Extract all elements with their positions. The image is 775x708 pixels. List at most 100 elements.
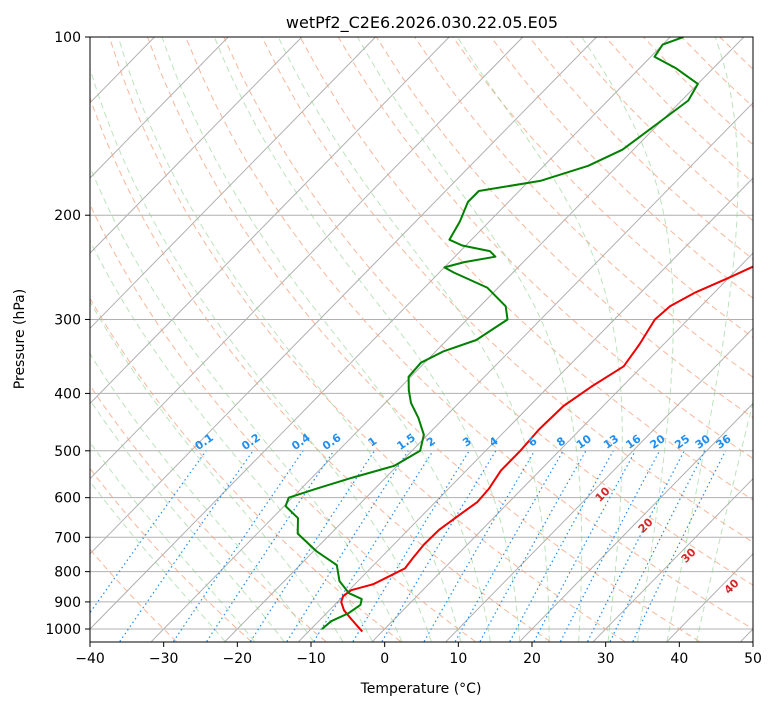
y-tick-label: 900 <box>54 595 81 611</box>
mixing-ratio-label: 3 <box>460 434 474 449</box>
mixing-ratio-label: 1 <box>366 434 380 449</box>
mixing-ratio-line <box>90 450 207 614</box>
moist-adiabat-label: 10 <box>593 484 613 504</box>
moist-adiabat-line <box>90 480 226 642</box>
dry-adiabat-line <box>108 37 625 642</box>
isotherm-line <box>90 37 229 179</box>
dry-adiabat-line <box>337 37 753 460</box>
moist-adiabat-line <box>90 239 373 642</box>
isotherm-line <box>90 37 597 555</box>
isotherm-line <box>224 102 753 642</box>
mixing-ratio-label: 16 <box>623 432 643 452</box>
isotherm-line <box>90 37 303 254</box>
mixing-ratio-line <box>609 450 706 642</box>
y-tick-label: 800 <box>54 565 81 581</box>
isotherm-line <box>445 327 753 642</box>
y-axis-label: Pressure (hPa) <box>12 289 28 389</box>
moist-adiabat-line <box>277 37 550 642</box>
mixing-ratio-label: 25 <box>672 432 692 451</box>
dewpoint-profile <box>284 37 699 630</box>
x-tick-label: 30 <box>597 651 615 667</box>
plot-frame <box>89 36 754 643</box>
isotherm-line <box>372 252 753 642</box>
dry-adiabat-line <box>643 37 753 146</box>
moist-adiabat-label: 20 <box>636 515 656 535</box>
y-tick-label: 200 <box>54 208 81 224</box>
dry-adiabat-line <box>90 96 551 642</box>
mixing-ratio-line <box>509 450 614 642</box>
y-tick-label: 400 <box>54 386 81 402</box>
mixing-ratio-label: 10 <box>574 432 594 452</box>
mixing-ratio-label: 0.1 <box>192 431 215 453</box>
dry-adiabat-line <box>414 37 753 378</box>
mixing-ratio-line <box>249 450 375 642</box>
moist-adiabat-line <box>456 37 623 642</box>
moist-adiabat-line <box>696 400 753 642</box>
moist-adiabat-line <box>666 37 739 642</box>
dry-adiabat-line <box>490 37 753 299</box>
x-tick-label: 20 <box>523 651 541 667</box>
isotherm-line <box>519 402 753 642</box>
x-tick-label: 10 <box>449 651 467 667</box>
dry-adiabat-line <box>566 37 753 222</box>
x-tick-label: 0 <box>380 651 389 667</box>
x-axis-label: Temperature (°C) <box>360 681 482 697</box>
mixing-ratio-label: 0.4 <box>289 431 313 453</box>
moist-adiabat-line <box>90 441 255 642</box>
dry-adiabat-line <box>452 37 753 339</box>
x-tick-label: −20 <box>223 651 253 667</box>
axes: −40 −30 −20 −10 0 10 20 30 40 50 1000 900 800 700 600 5… <box>45 30 762 667</box>
mixing-ratio-line <box>286 450 409 642</box>
mixing-ratio-line <box>206 450 335 642</box>
mixing-ratio-line <box>454 450 564 642</box>
moist-adiabat-line <box>581 37 674 642</box>
moist-adiabat-line <box>90 399 285 642</box>
isotherm-line <box>90 37 450 405</box>
mixing-ratio-line <box>119 450 254 642</box>
profile-lines <box>284 37 753 633</box>
temperature-profile <box>340 265 753 633</box>
moist-adiabat-line <box>90 352 314 642</box>
y-tick-label: 600 <box>54 491 81 507</box>
mixing-ratio-label: 30 <box>693 432 713 452</box>
x-tick-label: −40 <box>75 651 105 667</box>
isotherm-line <box>740 628 753 642</box>
x-tick-label: 40 <box>670 651 688 667</box>
moist-adiabat-line <box>161 37 491 642</box>
mixing-ratio-line <box>559 450 661 642</box>
chart-title: wetPf2_C2E6.2026.030.22.05.E05 <box>286 13 558 33</box>
y-tick-label: 700 <box>54 530 81 546</box>
isotherm-line <box>593 477 753 642</box>
dry-adiabat-label: 0 <box>0 29 2 43</box>
y-tick-label: 500 <box>54 444 81 460</box>
isotherm-line <box>90 37 524 480</box>
x-tick-label: −10 <box>296 651 326 667</box>
isotherm-line <box>0 37 7 642</box>
mixing-ratio-line <box>313 450 434 642</box>
isotherm-line <box>90 37 671 630</box>
x-tick-label: 50 <box>744 651 762 667</box>
mixing-ratio-line <box>381 450 497 642</box>
mixing-ratio-line <box>533 450 636 642</box>
dry-adiabat-line <box>185 37 753 630</box>
mixing-ratio-line <box>632 450 727 642</box>
moist-adiabat-line <box>90 66 432 642</box>
isotherm-line <box>298 177 753 642</box>
dry-adiabat-line <box>90 203 476 642</box>
dry-adiabat-line <box>90 467 252 642</box>
isotherm-line <box>90 37 376 330</box>
moist-adiabat-label: 40 <box>722 576 742 596</box>
mixing-ratio-line <box>352 450 470 642</box>
mixing-ratio-line <box>587 450 685 642</box>
dry-adiabat-line <box>375 37 753 419</box>
isotherm-line <box>151 37 745 642</box>
moist-adiabat-line <box>90 300 344 642</box>
mixing-ratio-label: 1.5 <box>394 431 417 453</box>
moist-adiabat-line <box>117 37 462 642</box>
y-tick-label: 100 <box>54 30 81 46</box>
y-tick-label: 300 <box>54 312 81 328</box>
dry-adiabat-line <box>299 37 753 501</box>
dry-adiabat-line <box>223 37 753 586</box>
dry-adiabat-line <box>261 37 753 543</box>
